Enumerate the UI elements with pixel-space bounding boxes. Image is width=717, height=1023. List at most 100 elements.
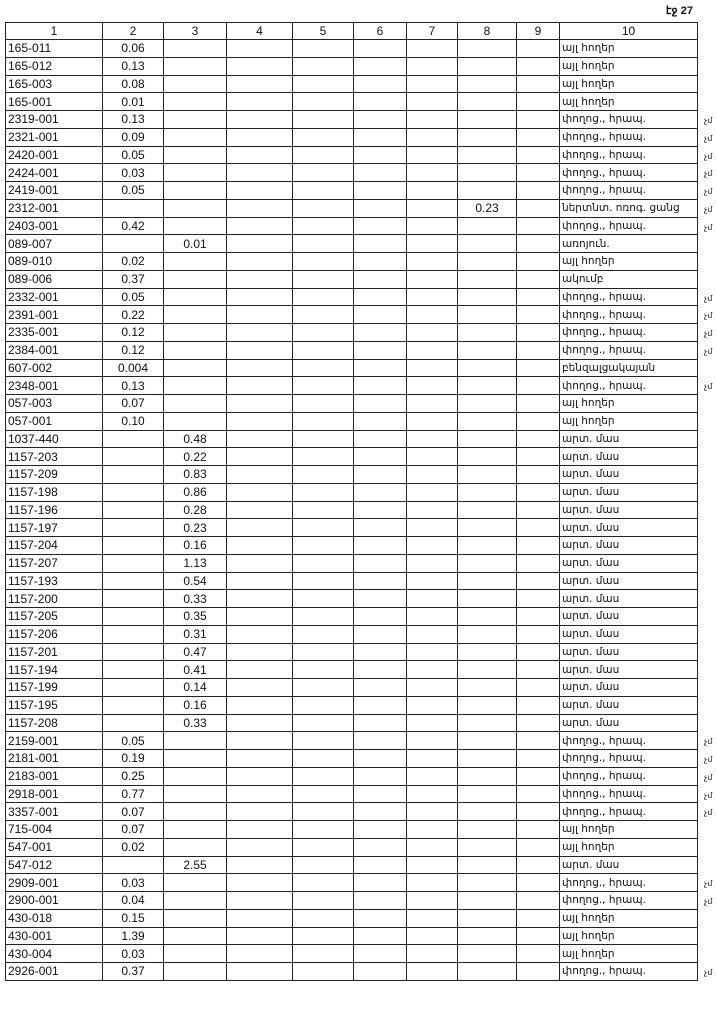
land-use: փողոց., հրապ. չմ — [559, 127, 712, 147]
parcel-id: 1157-203 — [5, 447, 103, 466]
cell-col6 — [353, 926, 407, 946]
cell-col4 — [226, 873, 293, 892]
area-col3 — [163, 411, 227, 431]
cell-col6 — [353, 678, 407, 697]
area-col2: 0.07 — [102, 820, 164, 839]
cell-col5 — [292, 855, 354, 875]
cell-col7 — [406, 766, 458, 786]
area-col2-text: 0.004 — [117, 360, 149, 375]
parcel-id: 2926-001 — [5, 962, 103, 981]
parcel-id-text: 547-012 — [8, 857, 53, 872]
parcel-id-text: 089-007 — [8, 236, 53, 251]
cell-col4 — [226, 518, 293, 537]
parcel-id: 547-012 — [5, 855, 103, 875]
cell-col6 — [353, 74, 407, 94]
area-col2 — [102, 589, 164, 608]
cell-col4 — [226, 589, 293, 608]
cell-col6 — [353, 589, 407, 608]
land-use: առոյուն. — [559, 234, 698, 253]
area-col3 — [163, 92, 227, 111]
cell-col6 — [353, 518, 407, 537]
parcel-id-text: 057-003 — [8, 396, 53, 411]
cell-col9 — [516, 145, 560, 165]
area-col2-text: 0.25 — [121, 769, 145, 784]
land-use: փողոց., հրապ. չմ — [559, 873, 712, 892]
cell-col9 — [516, 642, 560, 662]
area-col8 — [457, 74, 517, 94]
cell-col4 — [226, 163, 293, 182]
cell-col5 — [292, 642, 354, 662]
parcel-id: 1157-199 — [5, 678, 103, 697]
cell-col7 — [406, 163, 458, 182]
cell-col7 — [406, 820, 458, 839]
table-row: 715-004 0.07 այլ հողեր — [5, 820, 698, 839]
area-col3: 0.54 — [163, 571, 227, 591]
cell-col6 — [353, 252, 407, 271]
land-use-text: փողոց., հրապ. — [562, 379, 646, 392]
parcel-id-text: 1157-194 — [8, 662, 58, 677]
margin-mark: չմ — [704, 968, 713, 977]
parcel-id: 2918-001 — [5, 784, 103, 804]
parcel-id: 2181-001 — [5, 749, 103, 768]
land-use: արտ. մաս — [559, 482, 698, 502]
area-col8 — [457, 56, 517, 76]
cell-col7 — [406, 447, 458, 466]
area-col2 — [102, 465, 164, 484]
area-col3 — [163, 145, 227, 165]
cell-col6 — [353, 163, 407, 182]
area-col8 — [457, 234, 517, 253]
parcel-id-text: 1157-207 — [8, 556, 58, 571]
table-row: 057-001 0.10 այլ հողեր — [5, 411, 698, 431]
table-row: 2424-001 0.03 փողոց., հրապ. չմ — [5, 163, 712, 182]
cell-col6 — [353, 145, 407, 165]
land-use-text: արտ. մաս — [562, 486, 620, 499]
table-row: 3357-001 0.07 փողոց., հրապ. չմ — [5, 802, 712, 821]
area-col2-text: 0.13 — [121, 112, 145, 127]
cell-col4 — [226, 340, 293, 360]
land-use: փողոց., հրապ. չմ — [559, 181, 712, 200]
land-use-text: փողոց., հրապ. — [562, 787, 646, 800]
land-use-text: արտ. մաս — [562, 645, 620, 658]
area-col2: 0.02 — [102, 837, 164, 857]
land-use: այլ հողեր — [559, 908, 698, 928]
area-col2 — [102, 198, 164, 218]
area-col8 — [457, 39, 517, 58]
cell-col6 — [353, 695, 407, 715]
area-col2-text: 0.08 — [121, 76, 145, 91]
cell-col9 — [516, 394, 560, 413]
land-use: արտ. մաս — [559, 624, 698, 644]
cell-col9 — [516, 607, 560, 626]
land-use-text: արտ. մաս — [562, 450, 620, 463]
cell-col4 — [226, 216, 293, 236]
cell-col6 — [353, 411, 407, 431]
area-col2-text: 0.37 — [121, 272, 145, 287]
parcel-id: 1157-197 — [5, 518, 103, 537]
area-col8 — [457, 518, 517, 537]
margin-mark: չմ — [704, 222, 713, 232]
table-row: 2335-001 0.12 փողոց., հրապ. չմ — [5, 323, 712, 342]
area-col2 — [102, 482, 164, 502]
area-col2 — [102, 695, 164, 715]
area-col3 — [163, 198, 227, 218]
area-col8 — [457, 216, 517, 236]
parcel-id-text: 1157-198 — [8, 485, 58, 500]
cell-col4 — [226, 39, 293, 58]
area-col8 — [457, 553, 517, 573]
area-col8 — [457, 500, 517, 520]
cell-col7 — [406, 429, 458, 449]
land-use-text: արտ. մաս — [562, 663, 620, 676]
cell-col4 — [226, 447, 293, 466]
area-col3-text: 0.16 — [183, 698, 207, 713]
cell-col7 — [406, 553, 458, 573]
cell-col7 — [406, 536, 458, 555]
cell-col5 — [292, 145, 354, 165]
column-header: 6 — [353, 22, 407, 40]
parcel-id: 2384-001 — [5, 340, 103, 360]
cell-col5 — [292, 358, 354, 378]
table-row: 430-001 1.39 այլ հողեր — [5, 926, 698, 946]
parcel-id-text: 1157-196 — [8, 502, 58, 517]
area-col3 — [163, 110, 227, 129]
area-col2 — [102, 571, 164, 591]
area-col2: 0.03 — [102, 873, 164, 892]
land-use-text: այլ հողեր — [562, 415, 615, 428]
